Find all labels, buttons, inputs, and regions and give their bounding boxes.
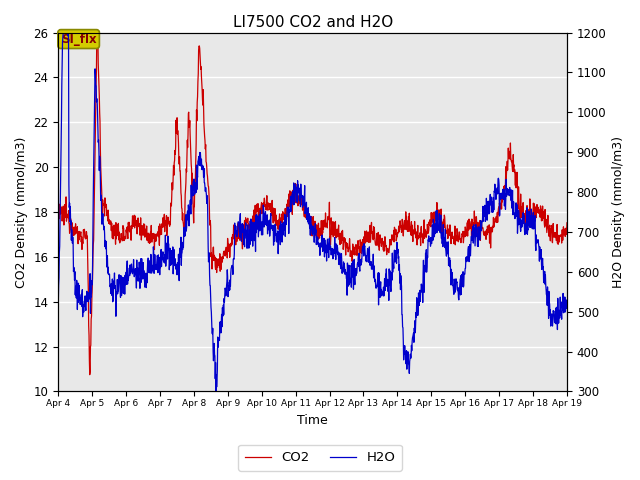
- H2O: [458, 271, 466, 277]
- CO2: [504, 158, 511, 164]
- Title: LI7500 CO2 and H2O: LI7500 CO2 and H2O: [232, 15, 393, 30]
- X-axis label: Time: Time: [297, 414, 328, 427]
- H2O: [392, 259, 400, 264]
- H2O: [168, 261, 175, 267]
- CO2: [168, 180, 176, 186]
- H2O: [504, 188, 511, 194]
- Legend: CO2, H2O: CO2, H2O: [238, 445, 402, 471]
- H2O: [225, 288, 233, 293]
- CO2: [458, 231, 466, 237]
- H2O: [60, 30, 67, 36]
- Line: H2O: H2O: [58, 33, 567, 391]
- CO2: [563, 220, 571, 226]
- H2O: [156, 257, 163, 263]
- CO2: [156, 221, 164, 227]
- H2O: [54, 301, 62, 307]
- Y-axis label: CO2 Density (mmol/m3): CO2 Density (mmol/m3): [15, 136, 28, 288]
- Text: SI_flx: SI_flx: [61, 33, 97, 46]
- CO2: [392, 227, 400, 232]
- CO2: [86, 372, 93, 378]
- Line: CO2: CO2: [58, 33, 567, 375]
- Y-axis label: H2O Density (mmol/m3): H2O Density (mmol/m3): [612, 136, 625, 288]
- CO2: [54, 215, 62, 221]
- H2O: [212, 388, 220, 394]
- CO2: [225, 241, 233, 247]
- H2O: [563, 302, 571, 308]
- CO2: [93, 30, 101, 36]
